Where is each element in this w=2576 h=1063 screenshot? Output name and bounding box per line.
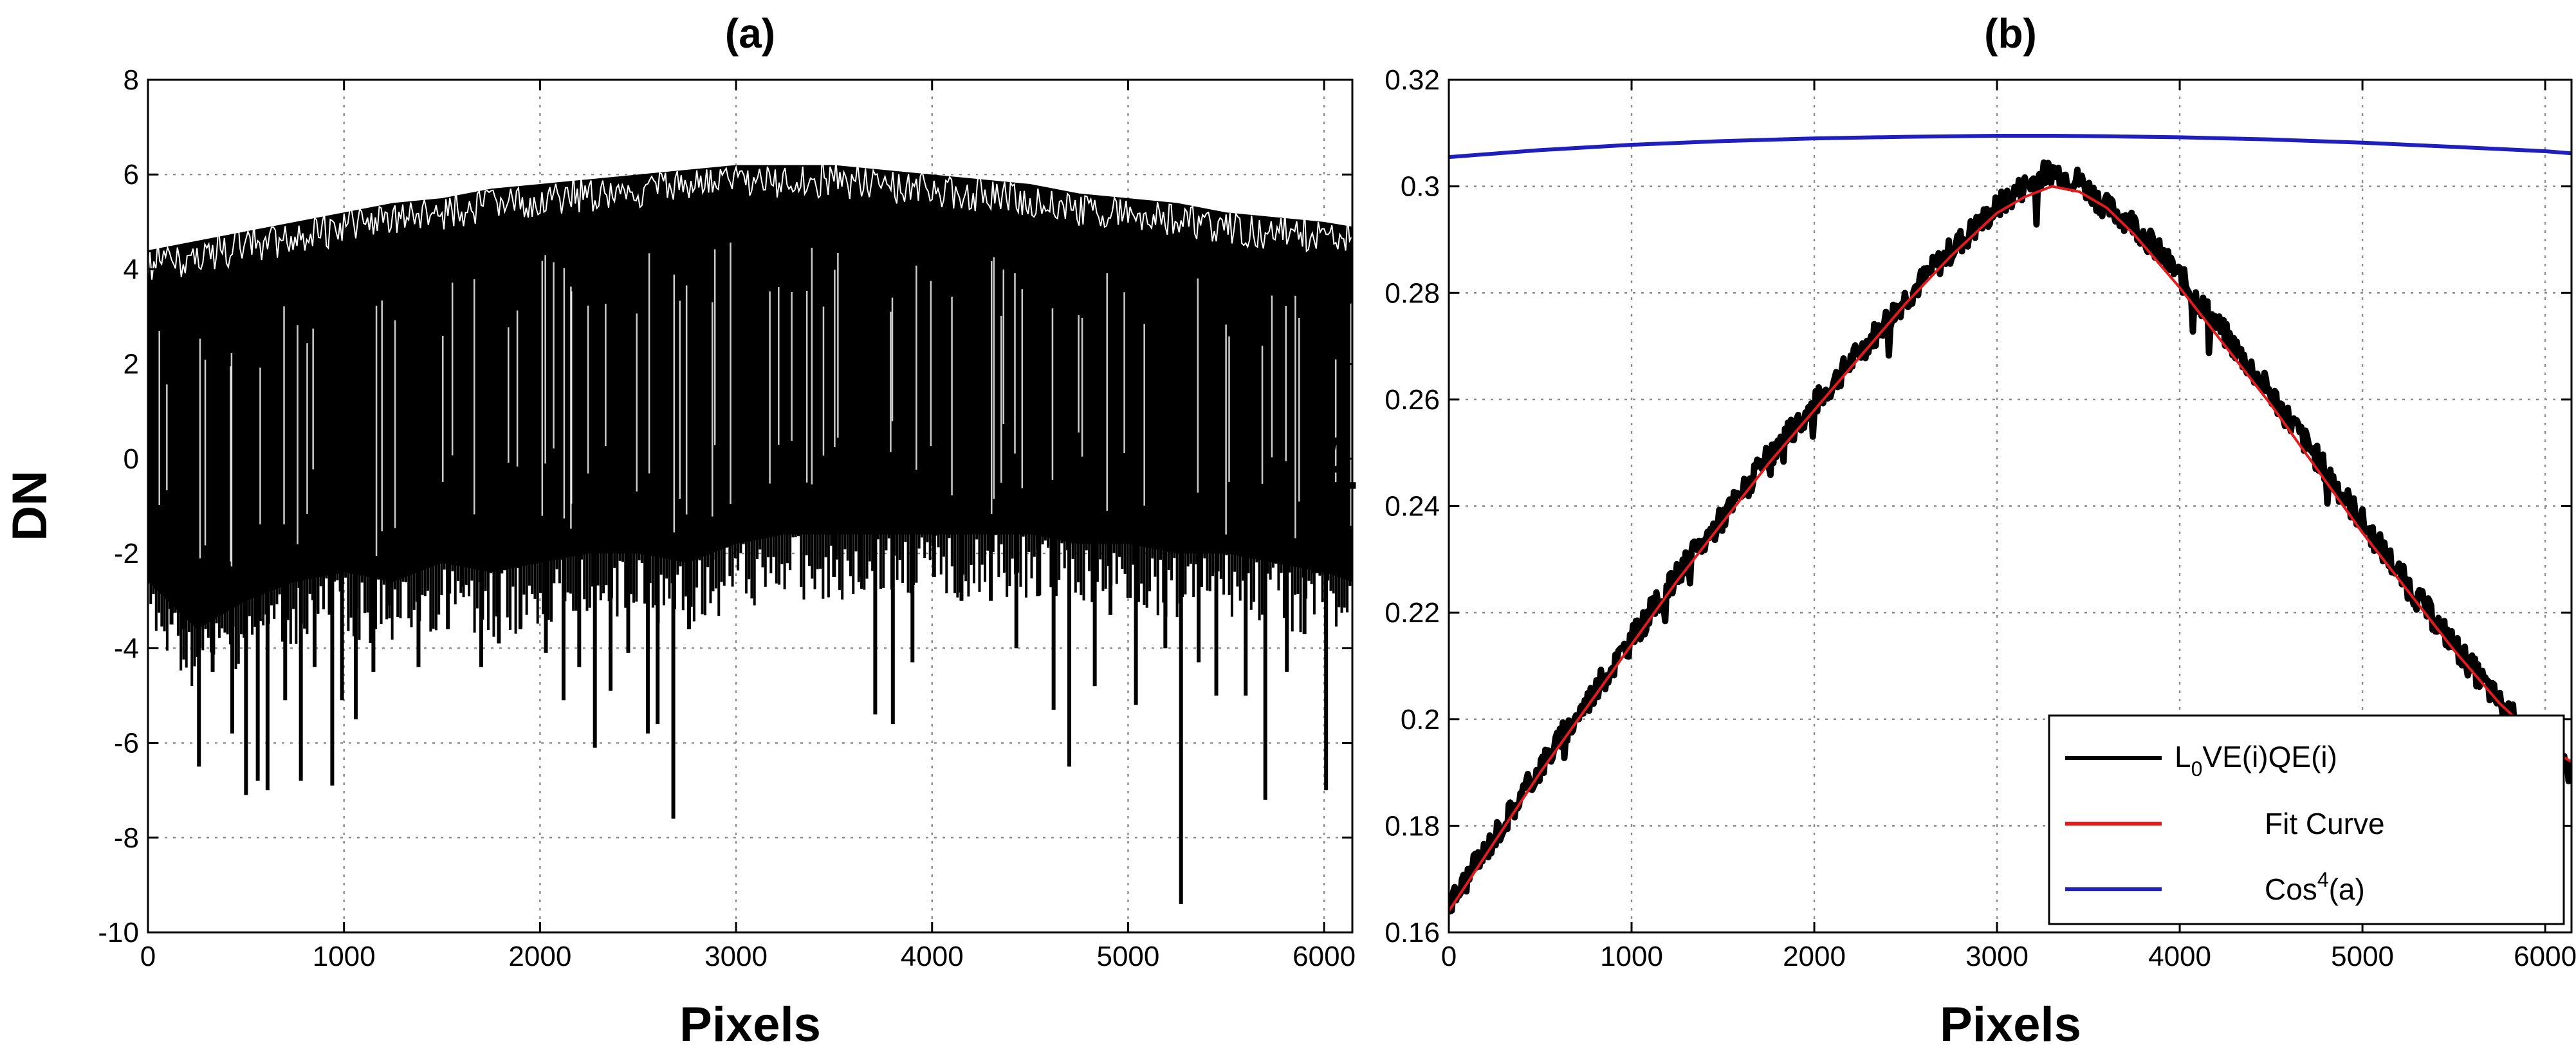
x-tick-label-b-2: 2000: [1783, 941, 1846, 972]
y-tick-label-b-5: 0.26: [1385, 384, 1440, 416]
y-tick-label-a-2: -6: [114, 728, 139, 759]
series-group-b: [1449, 134, 2571, 915]
y-tick-label-a-3: -4: [114, 633, 139, 664]
x-tick-label-b-3: 3000: [1965, 941, 2029, 972]
legend-label-cos-sup: 4: [2317, 868, 2329, 891]
y-tick-label-b-2: 0.2: [1401, 704, 1440, 735]
ticks-a: 0 1000 2000 3000 4000 5000 6000 -10 -8 -6 -4 -2 0 2 4 6…: [98, 64, 1356, 972]
y-tick-label-b-8: 0.32: [1385, 64, 1440, 96]
ticks-b: 0 1000 2000 3000 4000 5000 6000 0.16 0.18 0.2 0.22…: [1385, 64, 2576, 972]
chart-panel-b: (b) 0 1000 2000 3000 4000 5000 6000 0.16 0.18 0.2…: [1302, 10, 2576, 1052]
legend-label-cos: Cos4(a): [2265, 868, 2365, 906]
legend-b: L0VE(i)QE(i) Fit Curve Cos4(a): [2048, 714, 2565, 925]
y-tick-label-b-7: 0.3: [1401, 171, 1440, 203]
x-tick-label-b-6: 6000: [2514, 941, 2576, 972]
noise-edge-top: [148, 155, 1352, 280]
y-tick-label-a-5: 0: [124, 443, 139, 475]
x-axis-label-b: Pixels: [1940, 997, 2081, 1052]
y-tick-label-b-0: 0.16: [1385, 917, 1440, 948]
x-tick-label-b-1: 1000: [1600, 941, 1663, 972]
series-cos4: [1449, 134, 2571, 160]
series-fit-curve: [1449, 185, 2571, 912]
series-group-a: [148, 155, 1352, 904]
legend-label-measured-main: L: [2175, 740, 2191, 773]
x-tick-label-a-5: 5000: [1096, 941, 1159, 972]
x-tick-label-a-3: 3000: [704, 941, 768, 972]
legend-label-fit: Fit Curve: [2265, 807, 2385, 840]
plot-frame-a: [147, 79, 1354, 934]
y-tick-label-a-1: -8: [114, 822, 139, 854]
y-tick-label-a-7: 4: [124, 254, 139, 285]
x-tick-label-b-0: 0: [1441, 941, 1457, 972]
chart-panel-a: (a) 0 1000 2000 3000 4000 5000 6000 -10 -8 -6 -4 -2…: [3, 10, 1356, 1052]
y-axis-label-b: DN/μs: [1302, 435, 1357, 577]
y-tick-label-b-6: 0.28: [1385, 277, 1440, 309]
series-noise-a: [148, 155, 1352, 904]
chart-title-a: (a): [725, 10, 775, 57]
legend-label-measured-sub: 0: [2191, 757, 2203, 781]
y-tick-label-b-1: 0.18: [1385, 810, 1440, 842]
legend-label-cos-rest: (a): [2329, 873, 2365, 906]
y-axis-label-a: DN: [3, 470, 57, 541]
x-tick-label-a-0: 0: [140, 941, 156, 972]
y-tick-label-a-6: 2: [124, 349, 139, 380]
x-tick-label-a-4: 4000: [901, 941, 964, 972]
x-axis-label-a: Pixels: [679, 997, 821, 1052]
y-tick-label-b-4: 0.24: [1385, 491, 1440, 522]
noise-band: [148, 165, 1352, 629]
y-tick-label-a-0: -10: [98, 917, 139, 948]
y-tick-label-b-3: 0.22: [1385, 597, 1440, 629]
x-tick-label-a-1: 1000: [313, 941, 376, 972]
x-tick-label-b-4: 4000: [2148, 941, 2211, 972]
y-tick-label-a-9: 8: [124, 64, 139, 96]
legend-label-measured-rest: VE(i)QE(i): [2202, 740, 2337, 773]
x-tick-label-a-6: 6000: [1293, 941, 1356, 972]
x-tick-label-b-5: 5000: [2331, 941, 2394, 972]
y-tick-label-a-8: 6: [124, 159, 139, 190]
chart-title-b: (b): [1984, 10, 2037, 57]
x-tick-label-a-2: 2000: [508, 941, 571, 972]
legend-label-cos-main: Cos: [2265, 873, 2317, 906]
series-measured: [1449, 159, 2571, 915]
legend-label-measured: L0VE(i)QE(i): [2175, 740, 2337, 781]
y-tick-label-a-4: -2: [114, 538, 139, 569]
